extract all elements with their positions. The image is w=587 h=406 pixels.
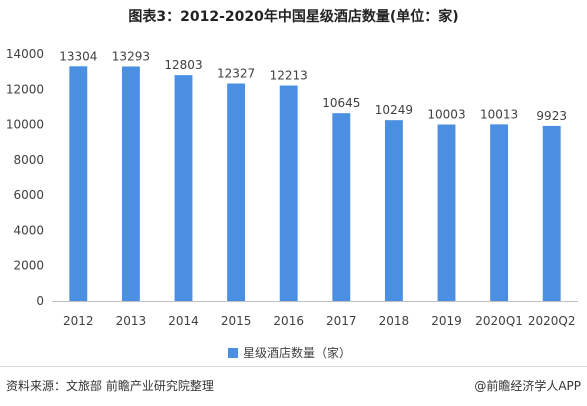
footer-divider	[0, 366, 587, 367]
bar-2014	[174, 75, 193, 301]
x-axis: 2012 2013 2014 2015 2016 2017 2018 2019 2020Q1 20…	[52, 301, 578, 328]
bar-2018	[384, 120, 403, 301]
bar-2013	[121, 66, 140, 301]
x-tick-label: 2015	[221, 314, 252, 328]
bar-2015	[227, 83, 246, 301]
legend-swatch	[228, 347, 238, 358]
data-label-2019: 10003	[427, 108, 465, 122]
data-label-2015: 12327	[217, 67, 255, 81]
x-tick-label: 2020Q1	[475, 314, 523, 328]
legend-label: 星级酒店数量（家）	[243, 346, 352, 360]
y-tick-label: 0	[36, 294, 44, 308]
y-tick-label: 10000	[6, 118, 44, 132]
data-label-2014: 12803	[164, 58, 202, 72]
x-tick-label: 2012	[63, 314, 94, 328]
x-tick-label: 2013	[116, 314, 147, 328]
data-label-2013: 13293	[112, 49, 150, 63]
y-tick-label: 8000	[13, 153, 44, 167]
bar-2020Q2	[542, 125, 561, 301]
y-tick-label: 2000	[13, 259, 44, 273]
data-label-2016: 12213	[270, 69, 308, 83]
y-tick-label: 12000	[6, 82, 44, 96]
brand-credit: @前瞻经济学人APP	[474, 379, 581, 393]
data-labels: 13304 13293 12803 12327 12213 10645 10249 10003…	[59, 49, 567, 123]
x-tick-label: 2020Q2	[528, 314, 576, 328]
bars	[69, 66, 561, 302]
data-label-2012: 13304	[59, 49, 97, 63]
bar-2016	[279, 85, 298, 301]
y-axis: 0 2000 4000 6000 8000 10000 12000 14000	[6, 47, 44, 308]
x-tick-label: 2018	[379, 314, 410, 328]
x-tick-label: 2014	[168, 314, 199, 328]
source-note: 资料来源：文旅部 前瞻产业研究院整理	[6, 379, 214, 393]
data-label-2020Q1: 10013	[480, 107, 518, 121]
y-tick-label: 14000	[6, 47, 44, 61]
x-tick-label: 2017	[326, 314, 357, 328]
data-label-2017: 10645	[322, 96, 360, 110]
y-tick-label: 4000	[13, 223, 44, 237]
x-tick-label: 2016	[273, 314, 304, 328]
bar-2017	[332, 113, 351, 301]
bar-2012	[69, 66, 88, 302]
y-tick-label: 6000	[13, 188, 44, 202]
bar-2020Q1	[490, 124, 509, 301]
data-label-2018: 10249	[375, 103, 413, 117]
data-label-2020Q2: 9923	[536, 109, 567, 123]
chart-title: 图表3：2012-2020年中国星级酒店数量(单位：家)	[128, 9, 459, 25]
bar-2019	[437, 124, 456, 302]
legend: 星级酒店数量（家）	[228, 344, 351, 361]
x-tick-label: 2019	[431, 314, 462, 328]
